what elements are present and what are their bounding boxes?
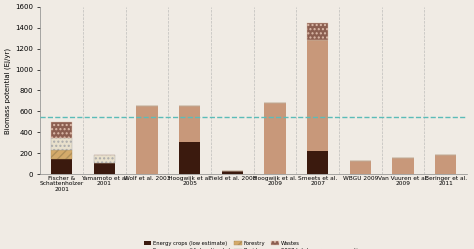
Bar <box>307 40 328 151</box>
Bar <box>51 150 73 159</box>
Legend: Energy crops (low estimate), Energy crops (High estimate), Forestry, Residues, W: Energy crops (low estimate), Energy crop… <box>144 241 364 249</box>
Bar <box>51 123 73 138</box>
Bar <box>222 171 243 174</box>
Bar <box>179 106 201 142</box>
Bar <box>350 161 371 174</box>
Bar <box>94 155 115 163</box>
Bar <box>392 158 414 174</box>
Bar <box>264 103 286 174</box>
Y-axis label: Biomass potential (EJ/yr): Biomass potential (EJ/yr) <box>4 47 11 133</box>
Bar <box>94 163 115 174</box>
Bar <box>51 138 73 150</box>
Bar <box>435 155 456 174</box>
Bar <box>51 159 73 174</box>
Bar <box>137 106 158 174</box>
Bar <box>179 142 201 174</box>
Bar <box>307 23 328 40</box>
Bar <box>307 151 328 174</box>
